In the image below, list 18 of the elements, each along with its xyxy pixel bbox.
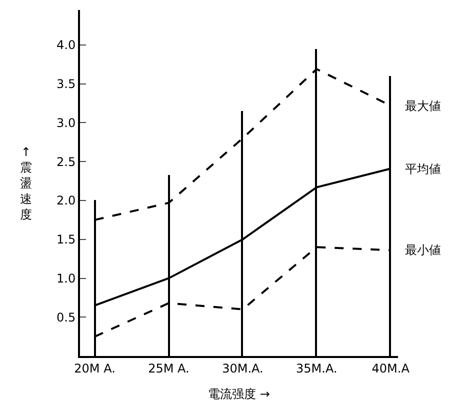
x-tick-label: 40M.A (372, 361, 410, 376)
x-tick-label: 25M A. (148, 361, 190, 376)
y-axis-title: ↑震盪速度 (20, 145, 32, 222)
y-tick-label: 4.0 (56, 38, 76, 52)
x-axis-title: 電流强度 → (208, 386, 270, 401)
y-tick-label: 2.0 (56, 194, 76, 208)
series-label: 最小値 (405, 243, 441, 257)
x-tick-label: 30M.A. (222, 361, 264, 376)
series-label: 平均値 (405, 162, 441, 176)
series-label: 最大値 (405, 99, 441, 113)
x-tick-label: 35M.A. (296, 361, 338, 376)
y-tick-label: 2.5 (56, 154, 76, 169)
y-tick-label: 1.5 (56, 232, 76, 247)
y-tick-label: 3.5 (56, 77, 76, 92)
y-tick-label: 1.0 (56, 271, 76, 286)
x-tick-label: 20M A. (74, 361, 116, 376)
y-tick-label: 0.5 (56, 310, 76, 324)
y-tick-label: 3.0 (56, 116, 76, 130)
